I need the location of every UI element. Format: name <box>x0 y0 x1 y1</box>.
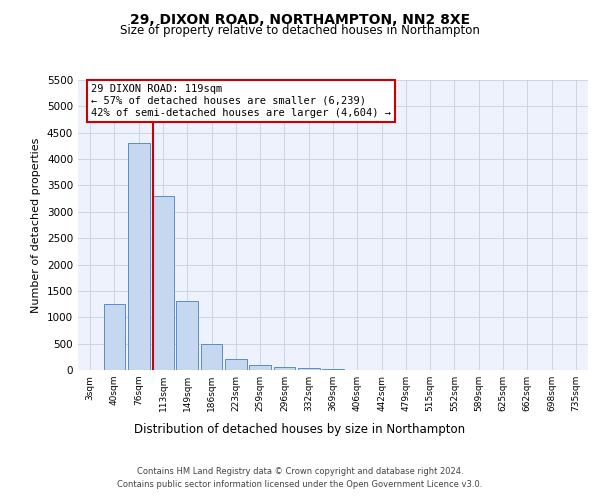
Y-axis label: Number of detached properties: Number of detached properties <box>31 138 41 312</box>
Bar <box>298 368 320 370</box>
Text: Contains HM Land Registry data © Crown copyright and database right 2024.: Contains HM Land Registry data © Crown c… <box>137 468 463 476</box>
Text: Size of property relative to detached houses in Northampton: Size of property relative to detached ho… <box>120 24 480 37</box>
Bar <box>225 360 247 370</box>
Bar <box>200 344 223 370</box>
Text: 29 DIXON ROAD: 119sqm
← 57% of detached houses are smaller (6,239)
42% of semi-d: 29 DIXON ROAD: 119sqm ← 57% of detached … <box>91 84 391 117</box>
Bar <box>104 304 125 370</box>
Text: 29, DIXON ROAD, NORTHAMPTON, NN2 8XE: 29, DIXON ROAD, NORTHAMPTON, NN2 8XE <box>130 12 470 26</box>
Text: Contains public sector information licensed under the Open Government Licence v3: Contains public sector information licen… <box>118 480 482 489</box>
Bar <box>152 196 174 370</box>
Bar <box>128 144 149 370</box>
Text: Distribution of detached houses by size in Northampton: Distribution of detached houses by size … <box>134 422 466 436</box>
Bar <box>176 302 198 370</box>
Bar <box>274 368 295 370</box>
Bar <box>249 364 271 370</box>
Bar <box>322 369 344 370</box>
